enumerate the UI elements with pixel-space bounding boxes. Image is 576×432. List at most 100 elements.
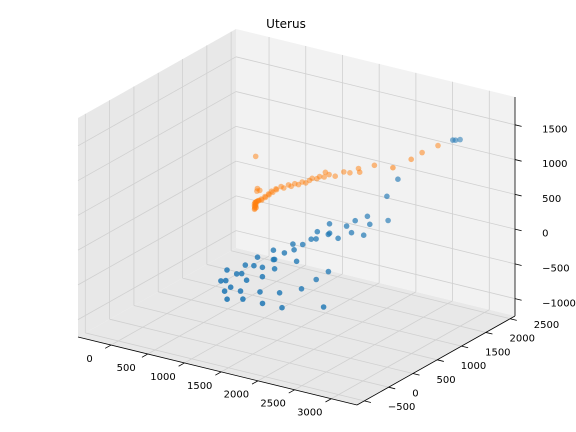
- z-tick-mark: [514, 159, 522, 162]
- scatter-point-series-1: [343, 223, 350, 229]
- scatter-point-series-2: [254, 185, 261, 192]
- grid-x-floor: [257, 291, 417, 382]
- y-tick-label: −500: [388, 402, 415, 413]
- z-tick-label: 500: [542, 194, 561, 205]
- scatter-point-series-1: [290, 241, 296, 247]
- scatter-point-series-1: [320, 304, 327, 310]
- scatter-point-series-1: [313, 276, 320, 283]
- grid-z-left: [77, 195, 237, 286]
- y-tick-label: 1500: [485, 347, 510, 358]
- z-tick-label: −1000: [542, 298, 576, 309]
- y-tick-mark: [412, 373, 420, 376]
- scatter-point-series-1: [224, 296, 230, 303]
- scatter-point-series-2: [408, 156, 415, 163]
- scatter-point-series-2: [347, 170, 353, 176]
- scatter-point-series-1: [360, 232, 367, 238]
- x-tick-mark: [105, 344, 112, 349]
- grid-y-floor: [109, 318, 389, 388]
- scatter-point-series-1: [243, 277, 250, 284]
- grid-x-floor: [184, 273, 343, 364]
- scatter-point-series-1: [299, 241, 306, 248]
- axes-grid: [77, 31, 516, 402]
- x-tick-label: 1000: [150, 372, 175, 383]
- scatter-point-series-1: [326, 230, 333, 236]
- x-tick-label: 3000: [297, 408, 322, 419]
- scatter-point-series-1: [257, 289, 263, 295]
- z-tick-mark: [514, 263, 522, 266]
- scatter-point-series-1: [293, 258, 300, 265]
- scatter-point-series-1: [281, 250, 288, 256]
- scatter-point-series-2: [356, 169, 363, 175]
- scatter-point-series-1: [242, 262, 249, 268]
- grid-y-floor: [206, 264, 486, 333]
- scatter-point-series-1: [276, 290, 283, 296]
- z-tick-label: −500: [542, 264, 569, 275]
- scatter-point-series-1: [237, 288, 244, 294]
- scatter-point-series-2: [419, 149, 425, 156]
- scatter-point-series-1: [221, 288, 228, 295]
- scatter-point-series-1: [352, 217, 359, 224]
- grid-z-back: [235, 91, 516, 160]
- scatter-point-series-1: [270, 256, 277, 263]
- grid-z-back: [235, 125, 516, 195]
- scatter-point-series-2: [390, 164, 396, 171]
- scatter-point-series-1: [271, 266, 278, 272]
- scatter-point-series-1: [364, 213, 371, 220]
- grid-z-left: [77, 125, 237, 216]
- grid-y-floor: [85, 332, 365, 402]
- scatter-point-series-1: [240, 296, 246, 302]
- scatter-point-series-2: [273, 186, 280, 193]
- scatter-point-series-2: [309, 175, 316, 182]
- scatter-point-series-1: [384, 193, 390, 200]
- scatter-point-series-1: [259, 300, 266, 307]
- axes-panes: [78, 29, 515, 405]
- scatter-point-series-2: [435, 142, 441, 149]
- scatter-point-series-2: [341, 169, 347, 175]
- scatter-point-series-1: [279, 304, 285, 311]
- grid-y-floor: [133, 305, 414, 374]
- scatter-point-series-2: [326, 171, 332, 178]
- scatter-point-series-1: [314, 228, 321, 235]
- scatter-point-series-1: [291, 247, 297, 253]
- y-tick-label: 0: [412, 389, 418, 400]
- grid-x-floor: [110, 255, 270, 346]
- x-tick-mark: [325, 398, 332, 403]
- x-tick-label: 500: [117, 363, 136, 374]
- scatter-point-series-2: [252, 153, 259, 160]
- x-tick-mark: [141, 353, 148, 358]
- scatter-point-series-2: [332, 173, 339, 179]
- z-tick-mark: [514, 298, 522, 301]
- scatter-point-series-1: [308, 236, 315, 242]
- y-tick-mark: [388, 386, 396, 390]
- y-axis-line: [356, 315, 516, 406]
- grid-x-floor: [147, 264, 306, 355]
- z-tick-mark: [514, 124, 522, 127]
- z-tick-mark: [514, 228, 522, 232]
- scatter-point-series-1: [238, 270, 245, 277]
- grid-z-back: [235, 230, 516, 300]
- grid-z-left: [77, 160, 237, 251]
- scatter-point-series-1: [223, 277, 229, 284]
- scatter-point-series-1: [326, 221, 333, 227]
- y-tick-mark: [510, 318, 517, 321]
- scatter-point-series-1: [313, 236, 319, 242]
- x-tick-mark: [178, 362, 185, 367]
- scatter-point-series-1: [385, 217, 391, 224]
- scatter-point-series-1: [254, 254, 261, 260]
- x-tick-label: 1500: [187, 381, 212, 392]
- scatter-point-series-2: [316, 173, 323, 180]
- scatter-point-series-1: [251, 262, 257, 269]
- z-tick-label: 0: [542, 229, 548, 240]
- x-tick-label: 2500: [260, 399, 285, 410]
- grid-z-back: [235, 56, 516, 126]
- grid-z-left: [77, 56, 237, 147]
- y-tick-mark: [437, 359, 444, 362]
- x-tick-mark: [288, 389, 295, 394]
- grid-z-back: [235, 160, 516, 230]
- x-tick-mark: [251, 380, 259, 385]
- scatter-point-series-1: [259, 264, 266, 271]
- pane-floor: [78, 248, 515, 405]
- scatter-point-series-1: [367, 221, 373, 228]
- scatter-point-series-1: [348, 229, 355, 236]
- grid-y-floor: [158, 291, 438, 361]
